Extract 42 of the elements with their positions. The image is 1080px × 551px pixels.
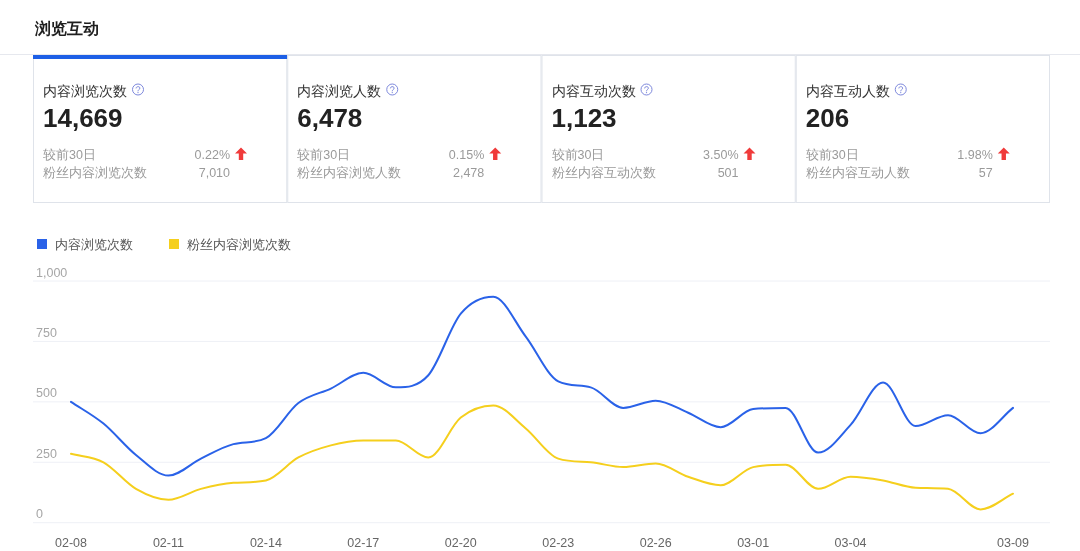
text: 内容互动人数	[805, 83, 890, 99]
x-tick-label: 02-20	[444, 536, 477, 550]
text: 1,123	[551, 103, 617, 133]
text: 内容互动次数	[551, 83, 636, 99]
text: 粉丝内容浏览人数	[297, 165, 402, 180]
text: 浏览互动	[34, 20, 99, 37]
x-tick-label: 02-14	[249, 536, 282, 550]
text: 501	[717, 166, 739, 180]
text: 14,669	[43, 103, 123, 133]
text: 206	[805, 103, 850, 133]
text: 较前30日	[297, 148, 351, 162]
x-tick-label: 02-17	[347, 536, 380, 550]
legend-label: 内容浏览次数	[55, 236, 133, 252]
text: 57	[978, 166, 993, 180]
text: 粉丝内容浏览次数	[43, 165, 147, 180]
x-tick-label: 03-01	[737, 536, 770, 550]
y-tick-label: 0	[36, 507, 43, 522]
text: 较前30日	[43, 148, 96, 162]
text: 1.98%	[957, 148, 993, 162]
x-tick-label: 02-11	[152, 536, 185, 550]
y-tick-label: 500	[36, 386, 57, 401]
text: 2,478	[452, 166, 485, 180]
x-tick-label: 02-08	[55, 536, 88, 550]
x-tick-label: 02-23	[542, 536, 575, 550]
text: 0.22%	[194, 148, 230, 162]
text: 7,010	[198, 166, 231, 180]
y-tick-label: 750	[36, 325, 57, 340]
text: 内容浏览次数	[43, 83, 127, 99]
text: 6,478	[297, 103, 363, 133]
x-tick-label: 03-04	[834, 536, 867, 550]
y-tick-label: 250	[36, 446, 57, 461]
text: 粉丝内容互动人数	[805, 165, 910, 180]
text: 0.15%	[448, 148, 485, 162]
text: 较前30日	[551, 148, 605, 162]
x-tick-label: 03-09	[997, 536, 1030, 550]
y-tick-label: 1,000	[36, 265, 68, 280]
text: 较前30日	[805, 148, 859, 162]
text: 粉丝内容互动次数	[551, 165, 656, 180]
x-tick-label: 02-26	[639, 536, 672, 550]
legend-label: 粉丝内容浏览次数	[187, 236, 291, 252]
text: 内容浏览人数	[297, 83, 382, 99]
text: 3.50%	[703, 148, 739, 162]
